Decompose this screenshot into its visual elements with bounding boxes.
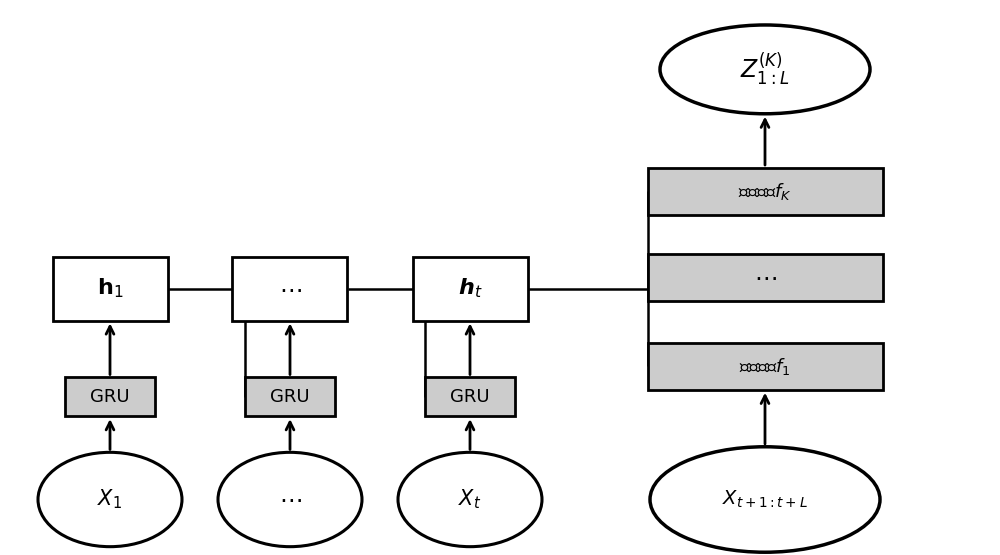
Text: GRU: GRU [270,388,310,406]
Text: $Z_{1:L}^{(K)}$: $Z_{1:L}^{(K)}$ [740,51,790,88]
Text: 可逆变换$f_1$: 可逆变换$f_1$ [739,356,791,377]
Bar [245,377,335,416]
Text: $\mathbf{h}_1$: $\mathbf{h}_1$ [97,277,123,300]
Text: GRU: GRU [450,388,490,406]
Ellipse shape [218,452,362,547]
Text: $X_1$: $X_1$ [97,488,123,511]
Bar [52,256,168,321]
Text: $X_t$: $X_t$ [458,488,482,511]
Bar [232,256,348,321]
Bar [648,168,883,215]
Ellipse shape [38,452,182,547]
Bar [648,342,883,390]
Text: $\boldsymbol{h}_t$: $\boldsymbol{h}_t$ [458,277,482,300]
Ellipse shape [660,25,870,114]
Text: $\cdots$: $\cdots$ [279,276,301,301]
Text: GRU: GRU [90,388,130,406]
Bar [65,377,155,416]
Bar [425,377,515,416]
Text: $X_{t+1:t+L}$: $X_{t+1:t+L}$ [722,489,808,510]
Text: $\cdots$: $\cdots$ [279,487,301,512]
Ellipse shape [398,452,542,547]
Bar [648,254,883,301]
Text: $\cdots$: $\cdots$ [754,265,776,290]
Bar [413,256,528,321]
Ellipse shape [650,447,880,552]
Text: 可逆变换$f_K$: 可逆变换$f_K$ [738,181,792,202]
